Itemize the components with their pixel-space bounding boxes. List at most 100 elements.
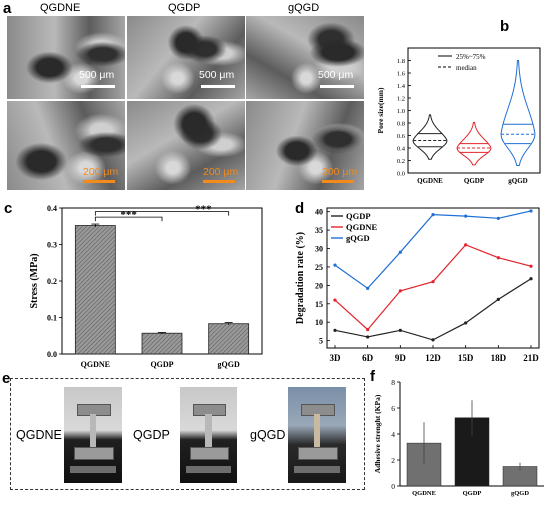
sem-title-qgdp: QGDP — [168, 2, 201, 14]
y-tick-label: 8 — [391, 378, 395, 387]
panel-label-d: d — [295, 200, 305, 217]
line-chart-degradation: 5 10 15 20 25 30 35 40 Degradation rate (%) 3D 6D 9… — [295, 207, 540, 363]
scale-label: 200 μm — [322, 166, 358, 178]
y-tick-label: 0 — [391, 482, 395, 491]
significance-bracket — [94, 216, 163, 222]
y-tick-label: 0.6 — [397, 133, 406, 140]
data-point — [366, 327, 370, 332]
x-tick-label: QGDNE — [417, 177, 443, 185]
y-tick-label: 0.4 — [397, 146, 406, 153]
x-tick-label: QGDNE — [412, 490, 436, 497]
data-point — [496, 256, 500, 260]
y-tick-label: 0.2 — [397, 158, 405, 165]
x-tick-label: QGDNE — [81, 360, 110, 369]
scale-label: 500 μm — [79, 69, 115, 81]
sem-image — [246, 101, 364, 190]
scale-bar — [320, 85, 354, 88]
sem-title-qgdne: QGDNE — [40, 2, 81, 14]
legend-label: gQGD — [346, 233, 370, 243]
x-tick-label: 6D — [362, 353, 374, 363]
y-tick-label: 25 — [315, 263, 323, 272]
y-tick-label: 20 — [315, 281, 323, 290]
violin-shape — [500, 60, 536, 166]
y-tick-label: 0.3 — [47, 241, 57, 250]
data-point — [431, 280, 435, 284]
clamp-lower — [190, 446, 229, 461]
photo-frame — [10, 378, 365, 490]
y-tick-label: 0.4 — [47, 204, 57, 213]
x-tick-label: 9D — [395, 353, 407, 363]
y-tick-label: 15 — [315, 300, 323, 309]
y-tick-label: 1.4 — [397, 83, 406, 90]
bar — [74, 225, 116, 355]
x-tick-label: gQGD — [218, 360, 240, 369]
x-tick-label: 21D — [523, 353, 539, 363]
data-point — [529, 264, 533, 268]
y-tick-label: 10 — [315, 318, 323, 327]
data-point — [529, 277, 533, 281]
data-point — [464, 243, 468, 247]
panel-label-c: c — [4, 200, 13, 217]
base-fixture — [69, 465, 117, 474]
photo-label-qgdp: QGDP — [133, 428, 170, 442]
significance-label: *** — [195, 204, 212, 216]
bar-chart-stress: 0.0 0.1 0.2 0.3 0.4 Stress (MPa) QGDNE QGDP gQGD… — [29, 204, 263, 369]
data-point — [333, 298, 337, 302]
y-tick-label: 6 — [391, 404, 395, 413]
x-tick-label: gQGD — [511, 490, 529, 497]
data-point — [431, 213, 435, 217]
y-axis-label: Stress (MPa) — [29, 253, 40, 308]
panel-label-b: b — [500, 18, 510, 35]
significance-label: *** — [120, 209, 137, 221]
x-tick-label: QGDP — [150, 360, 173, 369]
bar-chart-adhesive: 0 2 4 6 8 Adhesive strenght (KPa) QGDNE QGDP gQG… — [373, 378, 544, 497]
significance-bracket — [94, 211, 230, 216]
legend-label: QGDNE — [346, 222, 378, 232]
x-tick-label: 12D — [425, 353, 441, 363]
clamp-lower — [74, 446, 114, 461]
scale-label: 200 μm — [203, 166, 239, 178]
series-line — [334, 244, 532, 331]
y-tick-label: 40 — [315, 208, 323, 217]
y-axis-label: Adhesive strenght (KPa) — [373, 394, 382, 473]
tensile-test-photo — [180, 387, 237, 483]
x-tick-label: gQGD — [508, 177, 527, 185]
scale-bar — [81, 85, 115, 88]
y-tick-label: 1.2 — [397, 96, 405, 103]
bar — [208, 323, 250, 355]
x-tick-label: QGDP — [464, 177, 485, 185]
y-tick-label: 2 — [391, 456, 395, 465]
panel-label-e: e — [2, 370, 11, 387]
x-tick-label: 3D — [330, 353, 342, 363]
data-point — [398, 250, 402, 254]
data-point — [366, 335, 370, 339]
y-tick-label: 0.8 — [397, 121, 405, 128]
legend-label: QGDP — [346, 211, 371, 221]
tensile-test-photo — [288, 387, 346, 483]
scale-bar — [322, 180, 354, 183]
base-fixture — [185, 465, 232, 474]
y-tick-label: 0.1 — [47, 314, 57, 323]
data-point — [464, 321, 468, 325]
scale-label: 500 μm — [199, 69, 235, 81]
data-point — [431, 338, 435, 342]
data-point — [496, 216, 500, 220]
data-point — [366, 286, 370, 290]
scale-bar — [203, 180, 235, 183]
data-point — [398, 289, 402, 293]
photo-label-gqgd: gQGD — [250, 428, 286, 442]
y-tick-label: 0.2 — [47, 277, 57, 286]
y-tick-label: 4 — [391, 430, 395, 439]
scale-label: 200 μm — [83, 166, 119, 178]
legend-median-label: median — [456, 64, 477, 72]
y-axis-label: Pore size(mm) — [376, 87, 385, 133]
scale-bar — [83, 180, 115, 183]
y-tick-label: 30 — [315, 245, 323, 254]
y-axis-label: Degradation rate (%) — [295, 232, 306, 324]
sem-image — [127, 101, 245, 190]
y-tick-label: 1.0 — [397, 108, 405, 115]
x-tick-label: 18D — [491, 353, 507, 363]
clamp-lower — [298, 446, 338, 461]
violin-shape — [412, 114, 448, 160]
panel-label-a: a — [3, 0, 12, 17]
